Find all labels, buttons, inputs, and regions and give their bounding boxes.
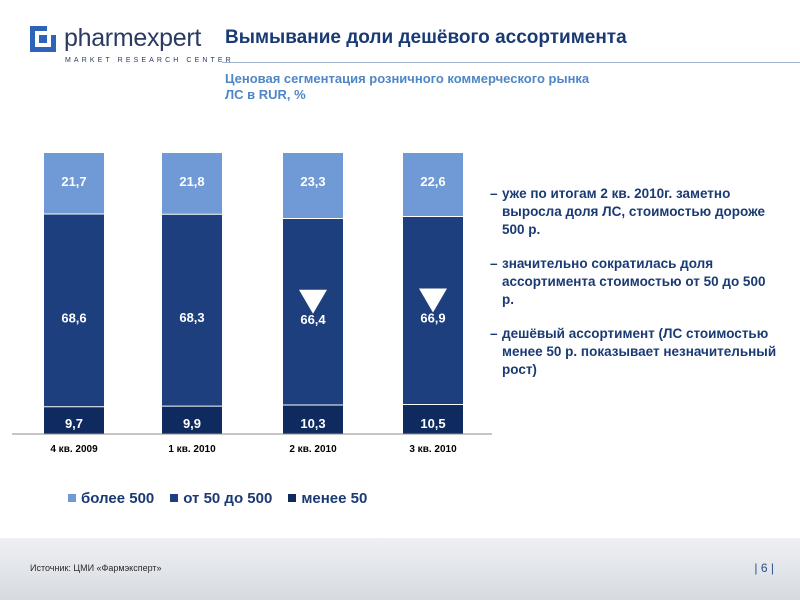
bar-segment (162, 214, 222, 407)
bar-segment (44, 406, 104, 434)
bar-segment (162, 406, 222, 434)
category-label-1-кв.-2010: 1 кв. 2010 (168, 444, 216, 455)
note-dash: – (490, 326, 498, 341)
note-text: дешёвый ассортимент (ЛС стоимостью менее… (502, 326, 777, 377)
logo-name: pharmexpert (64, 24, 202, 52)
decline-marker-icon (299, 289, 327, 314)
data-label: 21,8 (179, 174, 204, 189)
data-label: 66,9 (420, 311, 445, 326)
data-label: 68,3 (179, 310, 204, 325)
bar-segment (44, 153, 104, 214)
bar-segment (403, 404, 463, 434)
legend-label-more-500: более 500 (81, 489, 155, 507)
legend-item-more-500: более 500 (68, 490, 154, 507)
data-label: 21,7 (61, 174, 86, 189)
logo-tagline: MARKET RESEARCH CENTER (65, 57, 234, 64)
source-note: Источник: ЦМИ «Фармэксперт» (30, 563, 162, 573)
commentary: – уже по итогам 2 кв. 2010г. заметно выр… (490, 185, 780, 395)
footer-bar (0, 538, 800, 600)
logo-mark-icon (30, 26, 56, 52)
logo: pharmexpert MARKET RESEARCH CENTER (30, 24, 231, 74)
note-text: уже по итогам 2 кв. 2010г. заметно вырос… (502, 186, 765, 237)
data-label: 22,6 (420, 174, 445, 189)
category-label-3-кв.-2010: 3 кв. 2010 (409, 444, 457, 455)
legend-swatch-less-50 (288, 494, 297, 502)
bar-segment (283, 405, 343, 434)
title-divider (222, 62, 800, 63)
legend-swatch-50-500 (170, 494, 179, 502)
category-label-4-кв.-2009: 4 кв. 2009 (50, 444, 98, 455)
bar-segment (283, 153, 343, 219)
legend-item-50-500: от 50 до 500 (170, 490, 272, 507)
category-label-2-кв.-2010: 2 кв. 2010 (289, 444, 337, 455)
legend-label-50-500: от 50 до 500 (183, 489, 273, 507)
note-item: – дешёвый ассортимент (ЛС стоимостью мен… (490, 325, 780, 379)
chart-subtitle: Ценовая сегментация розничного коммерчес… (225, 71, 590, 102)
note-dash: – (490, 186, 498, 201)
chart-legend: более 500 от 50 до 500 менее 50 (68, 488, 383, 508)
decline-marker-icon (419, 288, 447, 313)
data-label: 10,3 (300, 416, 325, 431)
legend-label-less-50: менее 50 (301, 489, 368, 507)
data-label: 23,3 (300, 174, 325, 189)
note-item: – значительно сократилась доля ассортиме… (490, 255, 780, 309)
stacked-bar-chart: 9,7 68,6 21,7 9,9 68,3 21,8 10,3 66,4 23,3 10,5 66… (12, 153, 492, 455)
note-dash: – (490, 256, 498, 271)
note-item: – уже по итогам 2 кв. 2010г. заметно выр… (490, 185, 780, 239)
data-label: 9,9 (183, 416, 201, 431)
note-text: значительно сократилась доля ассортимент… (502, 256, 766, 307)
legend-item-less-50: менее 50 (288, 490, 367, 507)
data-label: 9,7 (65, 416, 83, 431)
bar-segment (44, 213, 104, 407)
bar-segment (162, 153, 222, 215)
data-label: 68,6 (61, 310, 86, 325)
data-label: 66,4 (300, 312, 326, 327)
page-title: Вымывание доли дешёвого ассортимента (225, 27, 627, 48)
data-label: 10,5 (420, 416, 445, 431)
bar-segment (403, 153, 463, 217)
page-number: | 6 | (754, 561, 774, 575)
legend-swatch-more-500 (68, 494, 76, 502)
